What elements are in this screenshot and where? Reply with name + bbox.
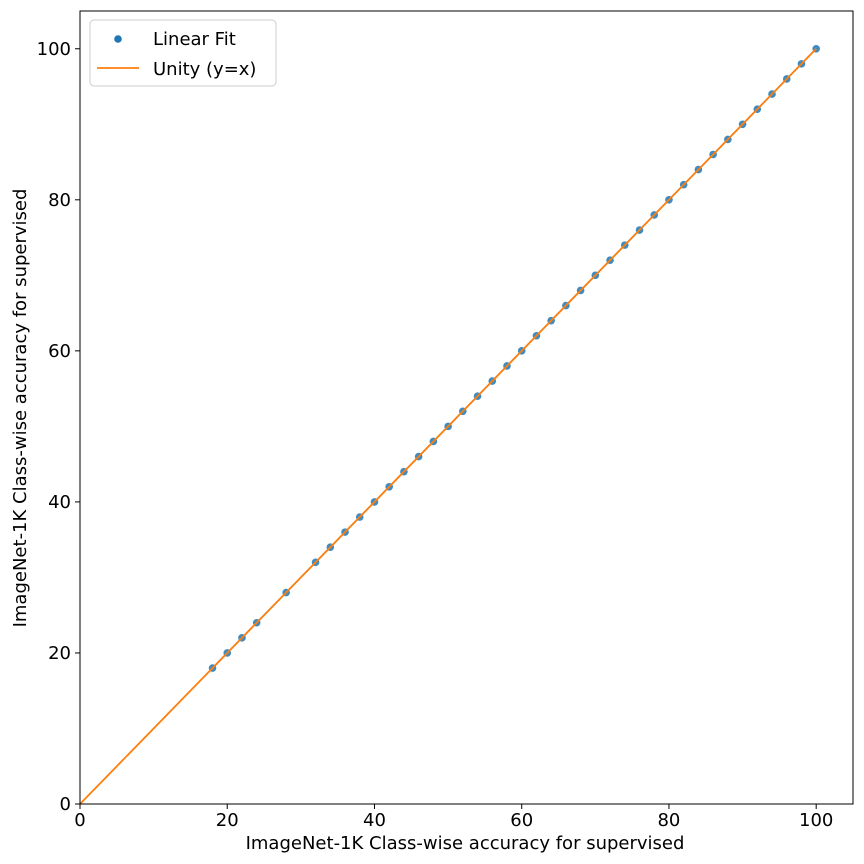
x-axis-ticks: 0 20 40 60 80 100 <box>74 804 833 831</box>
x-axis-label: ImageNet-1K Class-wise accuracy for supe… <box>246 833 685 854</box>
legend-label-linear-fit: Linear Fit <box>153 29 236 50</box>
legend-frame <box>89 19 277 87</box>
y-tick-label: 100 <box>37 39 71 60</box>
x-tick-label: 0 <box>74 810 85 831</box>
x-tick-label: 20 <box>216 810 239 831</box>
y-tick-label: 60 <box>48 341 71 362</box>
plot-frame <box>79 10 854 805</box>
y-tick-label: 40 <box>48 492 71 513</box>
y-tick-label: 20 <box>48 643 71 664</box>
y-tick-label: 80 <box>48 190 71 211</box>
unity-line-layer <box>79 48 817 805</box>
y-axis-ticks: 0 20 40 60 80 100 <box>37 39 80 815</box>
legend-marker-linear-fit <box>114 35 122 43</box>
y-axis-label: ImageNet-1K Class-wise accuracy for supe… <box>10 189 31 628</box>
x-tick-label: 100 <box>799 810 833 831</box>
x-tick-label: 60 <box>510 810 533 831</box>
legend: Linear Fit Unity (y=x) <box>89 19 277 87</box>
y-tick-label: 0 <box>60 794 71 815</box>
x-tick-label: 40 <box>363 810 386 831</box>
unity-line <box>79 48 817 805</box>
x-tick-label: 80 <box>657 810 680 831</box>
legend-label-unity: Unity (y=x) <box>153 59 256 80</box>
